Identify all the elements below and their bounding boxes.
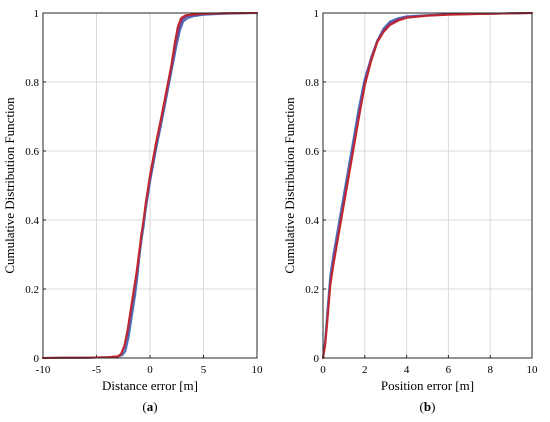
panel-label: (a) (142, 399, 157, 414)
y-tick-label: 1 (314, 8, 320, 20)
x-tick-label: 4 (404, 364, 410, 376)
y-tick-label: 0.8 (25, 77, 39, 89)
y-tick-label: 0 (314, 353, 320, 365)
panel-a: -10 -5 0 5 10 0 0.2 0.4 0.6 0.8 1 Distance error [m… (2, 8, 263, 414)
x-tick-label: 0 (147, 364, 153, 376)
x-axis-label: Position error [m] (381, 378, 474, 393)
cdf-series-line-3 (42, 12, 258, 359)
y-axis-label: Cumulative Distribution Function (2, 97, 17, 274)
x-axis-label: Distance error [m] (102, 378, 198, 393)
y-axis-label: Cumulative Distribution Function (282, 97, 297, 274)
y-tick-label: 1 (34, 8, 40, 20)
y-tick-label: 0.4 (25, 215, 39, 227)
x-tick-label: 10 (527, 364, 539, 376)
x-tick-label: 2 (362, 364, 368, 376)
axes-frame (322, 12, 533, 359)
y-tick-label: 0.4 (305, 215, 319, 227)
x-tick-label: 8 (487, 364, 493, 376)
y-tick-label: 0.6 (25, 146, 39, 158)
cdf-series-line-3 (322, 12, 533, 359)
cdf-series-line-2 (322, 12, 533, 359)
y-tick-label: 0.2 (305, 284, 319, 296)
cdf-series-line-1 (322, 12, 533, 359)
axes-frame (42, 12, 258, 359)
x-tick-label: 5 (201, 364, 207, 376)
panel-b: 0 2 4 6 8 10 0 0.2 0.4 0.6 0.8 1 Position error [m] C… (282, 8, 538, 414)
x-tick-label: 10 (252, 364, 264, 376)
x-tick-label: 0 (320, 364, 326, 376)
y-tick-label: 0.6 (305, 146, 319, 158)
x-tick-label: -5 (92, 364, 102, 376)
x-tick-label: -10 (36, 364, 51, 376)
x-tick-label: 6 (446, 364, 452, 376)
y-tick-label: 0 (34, 353, 40, 365)
y-tick-label: 0.2 (25, 284, 39, 296)
y-tick-label: 0.8 (305, 77, 319, 89)
panel-label: (b) (420, 399, 436, 414)
